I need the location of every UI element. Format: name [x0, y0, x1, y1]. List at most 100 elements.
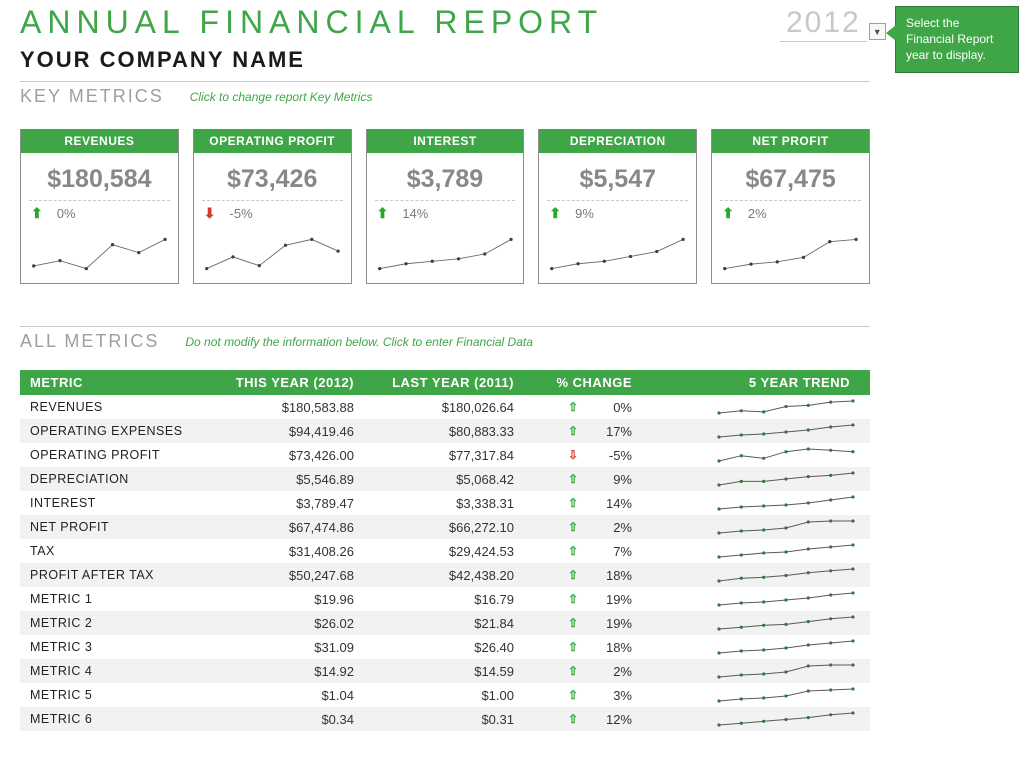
report-root: ANNUAL FINANCIAL REPORT 2012 ▼ Select th… — [0, 4, 890, 731]
metric-card-change: ⬆ 14% — [375, 205, 516, 222]
table-row[interactable]: NET PROFIT $67,474.86 $66,272.10 ⇧2% — [20, 515, 870, 539]
cell-change: ⇧19% — [530, 592, 640, 607]
cell-last-year: $26.40 — [370, 640, 530, 655]
cell-metric-name: INTEREST — [30, 496, 210, 510]
cell-this-year: $1.04 — [210, 688, 370, 703]
key-metrics-header: KEY METRICS Click to change report Key M… — [20, 81, 870, 107]
metric-sparkline — [202, 222, 343, 279]
metric-sparkline — [547, 222, 688, 279]
cell-pct: 2% — [596, 520, 632, 535]
divider — [375, 200, 516, 201]
cell-pct: 19% — [596, 592, 632, 607]
cell-this-year: $5,546.89 — [210, 472, 370, 487]
cell-pct: 18% — [596, 640, 632, 655]
metric-card-value: $180,584 — [29, 157, 170, 200]
metric-card[interactable]: DEPRECIATION $5,547 ⬆9% — [538, 129, 697, 284]
cell-change: ⇧12% — [530, 712, 640, 727]
table-row[interactable]: INTEREST $3,789.47 $3,338.31 ⇧14% — [20, 491, 870, 515]
cell-metric-name: DEPRECIATION — [30, 472, 210, 486]
metric-sparkline — [720, 222, 861, 279]
arrow-down-icon: ⇩ — [568, 448, 578, 462]
table-row[interactable]: METRIC 1 $19.96 $16.79 ⇧19% — [20, 587, 870, 611]
arrow-up-icon: ⇧ — [568, 640, 578, 654]
table-row[interactable]: OPERATING PROFIT $73,426.00 $77,317.84 ⇩… — [20, 443, 870, 467]
cell-change: ⇧0% — [530, 400, 640, 415]
table-row[interactable]: DEPRECIATION $5,546.89 $5,068.42 ⇧9% — [20, 467, 870, 491]
table-row[interactable]: METRIC 4 $14.92 $14.59 ⇧2% — [20, 659, 870, 683]
cell-trend — [640, 566, 860, 584]
cell-metric-name: METRIC 2 — [30, 616, 210, 630]
cell-last-year: $21.84 — [370, 616, 530, 631]
table-row[interactable]: PROFIT AFTER TAX $50,247.68 $42,438.20 ⇧… — [20, 563, 870, 587]
col-trend: 5 YEAR TREND — [640, 375, 860, 390]
col-change: % CHANGE — [530, 375, 640, 390]
cell-trend — [640, 494, 860, 512]
year-selector[interactable]: 2012 ▼ — [780, 6, 886, 42]
cell-this-year: $31,408.26 — [210, 544, 370, 559]
table-row[interactable]: TAX $31,408.26 $29,424.53 ⇧7% — [20, 539, 870, 563]
cell-pct: 7% — [596, 544, 632, 559]
table-row[interactable]: METRIC 3 $31.09 $26.40 ⇧18% — [20, 635, 870, 659]
cell-last-year: $16.79 — [370, 592, 530, 607]
cell-this-year: $14.92 — [210, 664, 370, 679]
cell-last-year: $80,883.33 — [370, 424, 530, 439]
cell-last-year: $5,068.42 — [370, 472, 530, 487]
table-row[interactable]: METRIC 5 $1.04 $1.00 ⇧3% — [20, 683, 870, 707]
arrow-up-icon: ⬆ — [377, 205, 389, 222]
metric-card-title: REVENUES — [21, 129, 178, 153]
cell-metric-name: OPERATING PROFIT — [30, 448, 210, 462]
section-hint[interactable]: Do not modify the information below. Cli… — [185, 335, 533, 349]
metric-card-value: $5,547 — [547, 157, 688, 200]
cell-change: ⇧18% — [530, 568, 640, 583]
metric-card[interactable]: INTEREST $3,789 ⬆14% — [366, 129, 525, 284]
metric-sparkline — [375, 222, 516, 279]
table-row[interactable]: METRIC 6 $0.34 $0.31 ⇧12% — [20, 707, 870, 731]
cell-change: ⇧9% — [530, 472, 640, 487]
cell-pct: 19% — [596, 616, 632, 631]
metric-card-title: NET PROFIT — [712, 129, 869, 153]
metric-card-body: $5,547 ⬆9% — [539, 153, 696, 283]
cell-last-year: $180,026.64 — [370, 400, 530, 415]
metric-card-body: $3,789 ⬆14% — [367, 153, 524, 283]
arrow-up-icon: ⬆ — [549, 205, 561, 222]
cell-pct: 2% — [596, 664, 632, 679]
divider — [29, 200, 170, 201]
cell-metric-name: REVENUES — [30, 400, 210, 414]
metrics-table: METRIC THIS YEAR (2012) LAST YEAR (2011)… — [20, 370, 870, 731]
cell-trend — [640, 398, 860, 416]
cell-this-year: $180,583.88 — [210, 400, 370, 415]
metric-card-title: INTEREST — [367, 129, 524, 153]
cell-metric-name: OPERATING EXPENSES — [30, 424, 210, 438]
arrow-up-icon: ⇧ — [568, 424, 578, 438]
arrow-up-icon: ⇧ — [568, 616, 578, 630]
section-hint[interactable]: Click to change report Key Metrics — [190, 90, 373, 104]
arrow-up-icon: ⬆ — [722, 205, 734, 222]
cell-trend — [640, 638, 860, 656]
cell-change: ⇧2% — [530, 520, 640, 535]
all-metrics-header: ALL METRICS Do not modify the informatio… — [20, 326, 870, 352]
cell-metric-name: METRIC 5 — [30, 688, 210, 702]
metric-card-body: $67,475 ⬆2% — [712, 153, 869, 283]
cell-last-year: $42,438.20 — [370, 568, 530, 583]
table-row[interactable]: METRIC 2 $26.02 $21.84 ⇧19% — [20, 611, 870, 635]
metric-card-value: $73,426 — [202, 157, 343, 200]
cell-trend — [640, 662, 860, 680]
cell-pct: 12% — [596, 712, 632, 727]
metric-card[interactable]: OPERATING PROFIT $73,426 ⬇-5% — [193, 129, 352, 284]
cell-metric-name: METRIC 4 — [30, 664, 210, 678]
cell-last-year: $3,338.31 — [370, 496, 530, 511]
arrow-up-icon: ⇧ — [568, 496, 578, 510]
metric-card[interactable]: REVENUES $180,584 ⬆0% — [20, 129, 179, 284]
cell-change: ⇧14% — [530, 496, 640, 511]
header: ANNUAL FINANCIAL REPORT — [20, 4, 870, 41]
chevron-down-icon[interactable]: ▼ — [869, 23, 886, 40]
metric-card-pct: 14% — [402, 206, 428, 221]
metric-card[interactable]: NET PROFIT $67,475 ⬆2% — [711, 129, 870, 284]
section-label: KEY METRICS — [20, 86, 164, 107]
arrow-up-icon: ⬆ — [31, 205, 43, 222]
table-row[interactable]: REVENUES $180,583.88 $180,026.64 ⇧0% — [20, 395, 870, 419]
divider — [547, 200, 688, 201]
cell-trend — [640, 422, 860, 440]
metric-card-change: ⬆0% — [29, 205, 170, 222]
table-row[interactable]: OPERATING EXPENSES $94,419.46 $80,883.33… — [20, 419, 870, 443]
